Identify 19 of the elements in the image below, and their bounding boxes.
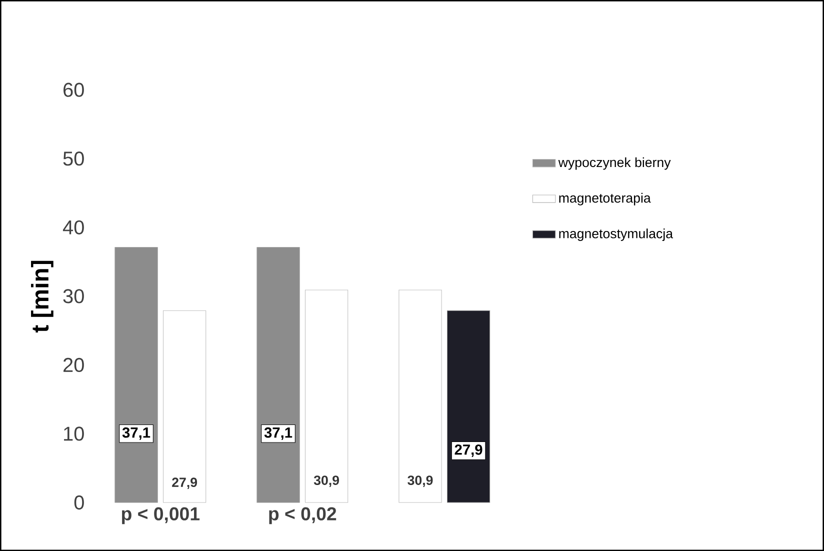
x-tick-label: p < 0,02 — [269, 507, 336, 524]
data-label: 27,9 — [454, 444, 482, 457]
x-tick-label: p < 0,001 — [122, 507, 200, 524]
y-tick-label: 20 — [64, 358, 84, 372]
legend-label: wypoczynek bierny — [558, 157, 671, 170]
y-tick-label: 60 — [64, 82, 84, 97]
y-tick-label: 10 — [64, 426, 84, 441]
y-axis-title: t [min] — [31, 260, 54, 332]
y-tick-label: 50 — [63, 152, 84, 166]
data-label: 37,1 — [122, 427, 150, 440]
data-label: 37,1 — [264, 427, 292, 440]
y-tick-label: 30 — [63, 289, 84, 304]
y-tick-label: 0 — [74, 495, 84, 510]
data-label: 27,9 — [172, 478, 198, 489]
legend-label: magnetoterapia — [559, 192, 651, 206]
data-label: 30,9 — [314, 476, 339, 487]
data-label: 30,9 — [408, 476, 433, 487]
y-tick-label: 40 — [62, 220, 84, 234]
legend-label: magnetostymulacja — [559, 228, 674, 241]
